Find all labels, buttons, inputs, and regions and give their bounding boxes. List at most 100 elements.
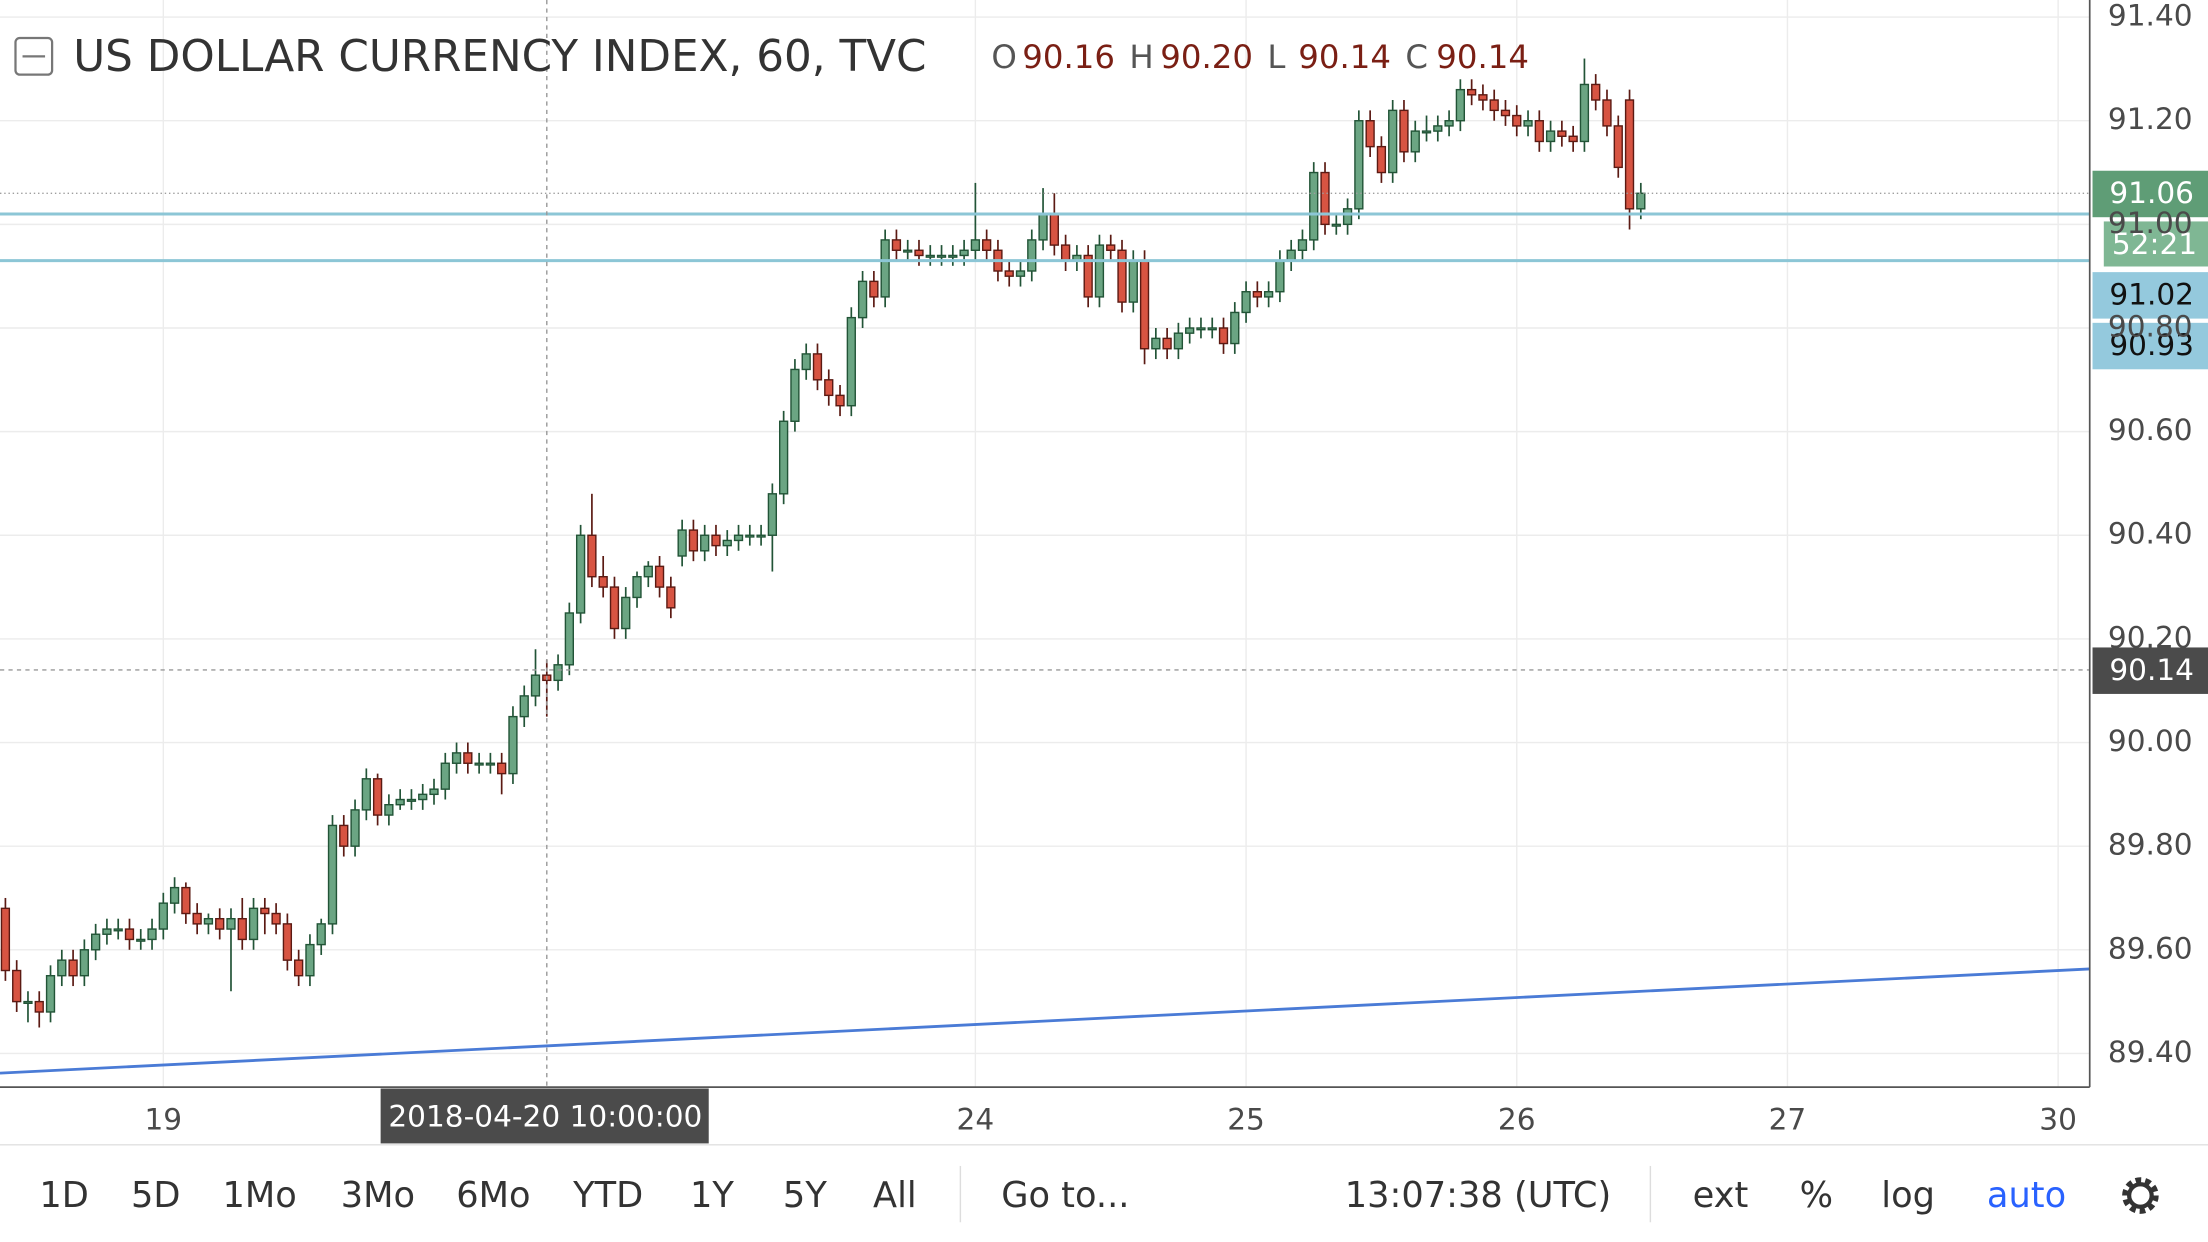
candle-body xyxy=(1489,99,1499,112)
option-button[interactable]: auto xyxy=(1987,1175,2066,1216)
collapse-icon[interactable] xyxy=(14,36,54,76)
price-label: 91.06 xyxy=(2109,176,2194,210)
candle-body xyxy=(113,928,123,932)
candle-body xyxy=(57,959,67,977)
candle-body xyxy=(1207,327,1217,331)
candle-body xyxy=(1185,327,1195,334)
settings-icon[interactable] xyxy=(2122,1177,2159,1214)
ohlc-value: 90.20 xyxy=(1160,38,1253,76)
candle-body xyxy=(226,917,236,930)
candle-body xyxy=(497,762,507,775)
candle-body xyxy=(1624,99,1635,210)
crosshair-y-label-bg xyxy=(2092,647,2208,694)
candle-body xyxy=(1579,83,1590,143)
candle-body xyxy=(688,529,699,552)
y-tick-label: 90.00 xyxy=(2108,724,2193,758)
candle-body xyxy=(1117,249,1127,303)
option-button[interactable]: ext xyxy=(1693,1175,1749,1216)
candle-body xyxy=(384,804,394,816)
candle-body xyxy=(1015,270,1026,277)
candle-body xyxy=(891,239,902,251)
candle-body xyxy=(215,917,225,930)
candle-body xyxy=(1354,120,1364,210)
y-tick-label: 89.40 xyxy=(2108,1035,2193,1069)
candle-body xyxy=(677,529,687,557)
candle-body xyxy=(192,912,202,925)
candle-body xyxy=(1512,114,1522,127)
y-tick-label: 90.80 xyxy=(2108,309,2193,343)
candle-body xyxy=(1523,120,1533,127)
range-button[interactable]: 1D xyxy=(39,1175,88,1216)
candle-body xyxy=(790,368,800,422)
candle-body xyxy=(429,788,439,796)
candle-body xyxy=(79,949,90,977)
candle-body xyxy=(1331,223,1341,227)
candle-body xyxy=(1365,120,1375,148)
candle-body xyxy=(1004,270,1014,277)
price-label-bg xyxy=(2092,322,2208,370)
candle-body xyxy=(1568,135,1578,143)
chart-title: US DOLLAR CURRENCY INDEX, 60, TVC xyxy=(73,31,926,82)
candle-body xyxy=(1241,291,1251,314)
candle-body xyxy=(801,353,811,371)
option-button[interactable]: log xyxy=(1881,1175,1935,1216)
candle-body xyxy=(1297,239,1308,251)
range-button[interactable]: 1Mo xyxy=(222,1175,296,1216)
x-tick-label: 24 xyxy=(957,1102,995,1136)
range-button[interactable]: 6Mo xyxy=(456,1175,530,1216)
candle-body xyxy=(372,778,383,816)
candle-body xyxy=(1060,244,1071,262)
candle-body xyxy=(1263,291,1274,298)
candle-body xyxy=(903,249,913,253)
y-tick-label: 89.60 xyxy=(2108,931,2193,965)
candle-body xyxy=(632,576,642,599)
candle-body xyxy=(0,907,11,972)
candle-body xyxy=(711,534,721,547)
candle-body xyxy=(34,1000,44,1013)
x-tick-label: 27 xyxy=(1769,1102,1807,1136)
candle-body xyxy=(869,280,879,298)
price-label: 90.93 xyxy=(2109,328,2194,362)
candle-body xyxy=(756,534,766,538)
candle-body xyxy=(158,902,168,930)
candle-body xyxy=(339,824,349,847)
range-button[interactable]: 5D xyxy=(131,1175,180,1216)
candle-body xyxy=(23,1000,33,1004)
goto-button[interactable]: Go to... xyxy=(1001,1175,1129,1216)
candle-body xyxy=(1083,254,1093,298)
candle-body xyxy=(1466,88,1477,96)
candle-body xyxy=(948,254,958,258)
y-tick-label: 91.00 xyxy=(2108,206,2193,240)
range-button[interactable]: All xyxy=(873,1175,917,1216)
clock: 13:07:38 (UTC) xyxy=(1345,1175,1611,1216)
option-button[interactable]: % xyxy=(1800,1175,1833,1216)
candle-body xyxy=(1410,130,1420,153)
crosshair-x-label-bg xyxy=(380,1088,709,1144)
candle-body xyxy=(1478,94,1488,101)
candle-body xyxy=(418,793,428,801)
candle-body xyxy=(575,534,586,614)
range-button[interactable]: YTD xyxy=(572,1175,643,1216)
candle-body xyxy=(1038,213,1048,241)
candle-body xyxy=(485,762,496,766)
candle-body xyxy=(778,420,789,495)
candle-body xyxy=(1106,244,1116,251)
range-button[interactable]: 3Mo xyxy=(341,1175,415,1216)
range-button[interactable]: 5Y xyxy=(783,1175,827,1216)
y-tick-label: 89.80 xyxy=(2108,828,2193,862)
candle-body xyxy=(654,565,665,588)
candle-body xyxy=(1557,130,1567,137)
candle-body xyxy=(271,912,281,925)
candle-body xyxy=(350,809,360,847)
range-button[interactable]: 1Y xyxy=(690,1175,734,1216)
candle-body xyxy=(936,254,947,258)
candle-body xyxy=(237,917,247,941)
y-tick-label: 90.40 xyxy=(2108,517,2193,551)
y-tick-label: 90.60 xyxy=(2108,413,2193,447)
candle-body xyxy=(451,752,462,764)
candle-body xyxy=(553,664,563,682)
candle-body xyxy=(136,938,146,942)
candle-body xyxy=(1421,130,1432,134)
x-tick-label: 30 xyxy=(2039,1102,2077,1136)
